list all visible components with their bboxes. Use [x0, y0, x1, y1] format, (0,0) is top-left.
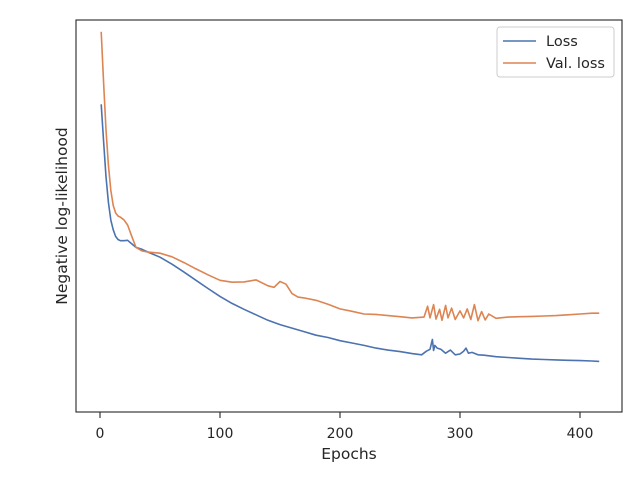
legend-label-val-loss: Val. loss: [546, 56, 605, 72]
x-tick-label: 200: [327, 426, 354, 442]
x-tick-label: 0: [96, 426, 105, 442]
x-tick-label: 300: [447, 426, 474, 442]
series-line-val-loss: [100, 31, 600, 322]
legend: Loss Val. loss: [496, 26, 615, 78]
legend-label-loss: Loss: [546, 34, 578, 50]
axes-frame: [75, 19, 623, 413]
x-tick-label: 400: [567, 426, 594, 442]
x-axis-label: Epochs: [321, 445, 377, 463]
legend-box: [496, 26, 615, 78]
series-line-loss: [100, 104, 600, 363]
y-axis-label: Negative log-likelihood: [53, 127, 71, 305]
plot-area: [100, 31, 600, 363]
x-axis-ticks: 0 100 200 300 400: [96, 412, 594, 442]
x-tick-label: 100: [207, 426, 234, 442]
